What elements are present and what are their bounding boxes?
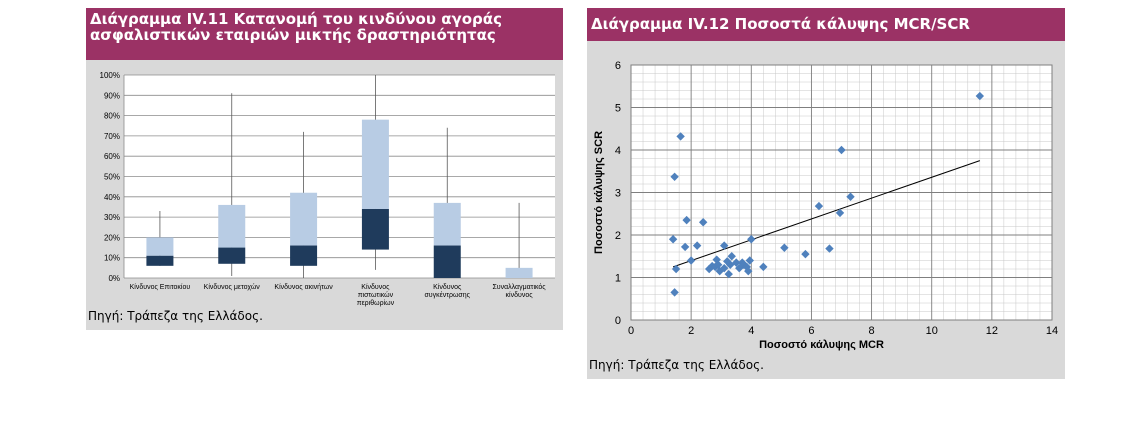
x-tick-label: 4 bbox=[748, 325, 754, 337]
boxplot-chart: 0% 10% 20% 30% 40% 50% 60% 70% 80% 90% 100% Κίνδυνο… bbox=[100, 71, 555, 307]
scatter-point bbox=[715, 266, 724, 276]
y-tick-label: 100% bbox=[100, 71, 120, 80]
scatter-point bbox=[732, 258, 741, 267]
x-tick-label: 12 bbox=[986, 325, 998, 337]
scatter-point bbox=[720, 241, 729, 250]
scatter-point bbox=[846, 192, 855, 201]
scatter-point bbox=[744, 266, 753, 276]
box-upper bbox=[218, 204, 246, 248]
x-axis-label: Ποσοστό κάλυψης MCR bbox=[759, 339, 884, 351]
box-lower bbox=[361, 208, 389, 250]
y-tick-label: 5 bbox=[615, 103, 621, 115]
x-tick-label: 2 bbox=[688, 325, 694, 337]
y-tick-label: 10% bbox=[104, 254, 120, 263]
x-category-label: Κίνδυνος bbox=[433, 283, 462, 291]
y-tick-label: 4 bbox=[615, 145, 621, 157]
x-category-label: Συναλλαγματικός bbox=[492, 283, 546, 291]
x-category-label: συγκέντρωσης bbox=[424, 291, 470, 299]
scatter-point bbox=[720, 263, 729, 273]
box-upper bbox=[505, 267, 533, 278]
box-upper bbox=[433, 202, 461, 246]
y-tick-label: 40% bbox=[104, 193, 120, 202]
scatter-point bbox=[726, 260, 735, 269]
box-lower bbox=[218, 247, 246, 264]
y-tick-label: 0% bbox=[108, 274, 120, 283]
y-tick-label: 2 bbox=[615, 230, 621, 242]
x-category-label: πιστωτικών bbox=[358, 291, 394, 299]
left-chart-title-line2: ασφαλιστικών εταιριών μικτής δραστηριότη… bbox=[90, 26, 496, 44]
x-tick-label: 10 bbox=[926, 325, 938, 337]
left-chart-source: Πηγή: Τράπεζα της Ελλάδος. bbox=[88, 309, 263, 323]
y-axis-label: Ποσοστό κάλυψης SCR bbox=[593, 131, 605, 254]
left-chart-title-line1: Διάγραμμα IV.11 Κατανομή του κινδύνου αγ… bbox=[90, 10, 502, 28]
right-chart-title: Διάγραμμα IV.12 Ποσοστά κάλυψης MCR/SCR bbox=[587, 8, 1065, 41]
box-upper bbox=[361, 119, 389, 209]
y-tick-label: 60% bbox=[104, 152, 120, 161]
x-category-label: Κίνδυνος μετοχών bbox=[204, 283, 261, 291]
x-category-label: Κίνδυνος bbox=[361, 283, 390, 291]
right-chart-source: Πηγή: Τράπεζα της Ελλάδος. bbox=[589, 358, 764, 372]
scatter-point bbox=[682, 215, 691, 225]
y-tick-label: 3 bbox=[615, 188, 621, 200]
scatter-point bbox=[825, 244, 834, 253]
right-chart-panel: Διάγραμμα IV.12 Ποσοστά κάλυψης MCR/SCR … bbox=[587, 8, 1065, 379]
x-category-label: Κίνδυνος Επιτοκίου bbox=[130, 283, 191, 291]
x-tick-label: 0 bbox=[628, 325, 634, 337]
scatter-point bbox=[670, 288, 679, 297]
plot-border bbox=[630, 64, 1053, 321]
box-lower bbox=[290, 245, 318, 266]
box-upper bbox=[146, 237, 174, 256]
box-lower bbox=[146, 255, 174, 266]
box-upper bbox=[290, 192, 318, 246]
x-tick-label: 6 bbox=[808, 325, 814, 337]
y-tick-label: 20% bbox=[104, 233, 120, 242]
y-tick-label: 0 bbox=[615, 315, 621, 327]
scatter-point bbox=[714, 260, 723, 269]
y-tick-label: 1 bbox=[615, 273, 621, 285]
x-category-label: κίνδυνος bbox=[506, 291, 534, 299]
x-category-label: Κίνδυνος ακινήτων bbox=[274, 283, 333, 291]
y-tick-label: 50% bbox=[104, 173, 120, 182]
x-category-label: περιθωρίων bbox=[357, 299, 395, 307]
box-lower bbox=[433, 245, 461, 278]
y-tick-label: 80% bbox=[104, 112, 120, 121]
scatter-point bbox=[837, 145, 846, 155]
y-tick-label: 70% bbox=[104, 132, 120, 141]
x-tick-label: 14 bbox=[1046, 325, 1058, 337]
left-chart-title: Διάγραμμα IV.11 Κατανομή του κινδύνου αγ… bbox=[86, 8, 563, 60]
y-tick-label: 30% bbox=[104, 213, 120, 222]
left-chart-panel: Διάγραμμα IV.11 Κατανομή του κινδύνου αγ… bbox=[86, 8, 563, 330]
y-tick-label: 90% bbox=[104, 91, 120, 100]
y-tick-label: 6 bbox=[615, 60, 621, 72]
x-tick-label: 8 bbox=[869, 325, 875, 337]
